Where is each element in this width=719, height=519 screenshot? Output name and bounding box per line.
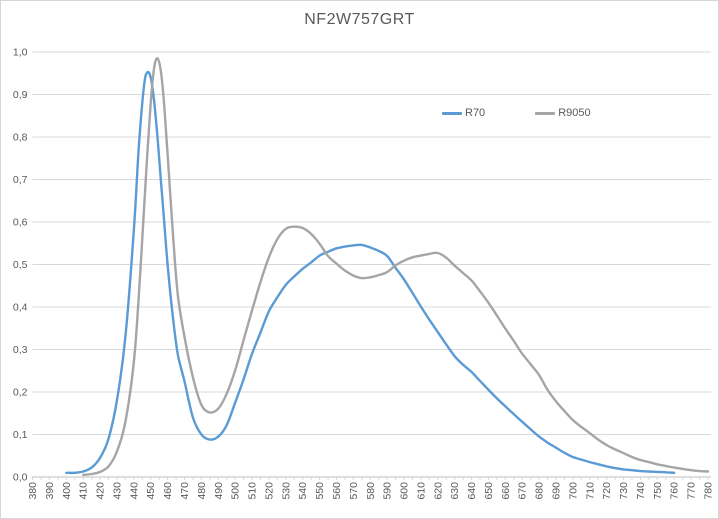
x-tick-label: 720 — [601, 482, 613, 500]
legend-item-r9050[interactable]: R9050 — [535, 107, 591, 119]
x-tick-label: 740 — [635, 482, 647, 500]
x-tick-label: 550 — [314, 482, 326, 500]
x-tick-label: 770 — [686, 482, 698, 500]
x-tick-label: 440 — [128, 482, 140, 500]
x-tick-label: 520 — [263, 482, 275, 500]
x-tick-label: 420 — [95, 482, 107, 500]
legend-label-r70: R70 — [465, 107, 486, 119]
chart-title: NF2W757GRT — [304, 11, 415, 28]
x-tick-label: 390 — [44, 482, 56, 500]
x-tick-label: 750 — [652, 482, 664, 500]
x-tick-label: 480 — [196, 482, 208, 500]
legend-swatch-r9050 — [535, 111, 556, 115]
x-tick-label: 500 — [230, 482, 242, 500]
x-tick-label: 530 — [280, 482, 292, 500]
y-tick-label: 0,0 — [13, 472, 28, 484]
x-tick-label: 380 — [27, 482, 39, 500]
x-tick-label: 640 — [466, 482, 478, 500]
x-tick-label: 540 — [297, 482, 309, 500]
y-tick-label: 0,6 — [13, 217, 28, 229]
x-tick-label: 630 — [449, 482, 461, 500]
y-tick-label: 0,7 — [13, 174, 28, 186]
x-tick-label: 760 — [669, 482, 681, 500]
x-tick-label: 620 — [432, 482, 444, 500]
legend: R70 R9050 — [442, 107, 591, 119]
series-line-r70[interactable] — [65, 70, 676, 475]
x-tick-label: 490 — [213, 482, 225, 500]
x-tick-label: 680 — [534, 482, 546, 500]
x-tick-label: 710 — [584, 482, 596, 500]
x-tick-label: 670 — [517, 482, 529, 500]
x-tick-label: 460 — [162, 482, 174, 500]
x-tick-label: 690 — [551, 482, 563, 500]
x-tick-label: 730 — [618, 482, 630, 500]
x-tick-label: 510 — [247, 482, 259, 500]
y-tick-label: 0,9 — [13, 89, 28, 101]
y-tick-label: 0,5 — [13, 259, 28, 271]
x-tick-label: 610 — [415, 482, 427, 500]
x-tick-label: 700 — [567, 482, 579, 500]
y-tick-label: 1,0 — [13, 47, 28, 59]
y-tick-label: 0,1 — [13, 429, 28, 441]
x-tick-label: 580 — [365, 482, 377, 500]
y-tick-label: 0,8 — [13, 132, 28, 144]
x-tick-label: 470 — [179, 482, 191, 500]
y-tick-label: 0,2 — [13, 387, 28, 399]
x-tick-label: 570 — [348, 482, 360, 500]
x-tick-label: 410 — [78, 482, 90, 500]
x-tick-label: 650 — [483, 482, 495, 500]
x-tick-label: 590 — [382, 482, 394, 500]
y-tick-label: 0,4 — [13, 302, 28, 314]
y-tick-label: 0,3 — [13, 344, 28, 356]
legend-label-r9050: R9050 — [558, 107, 591, 119]
series-line-r9050[interactable] — [82, 57, 710, 477]
x-tick-label: 780 — [703, 482, 715, 500]
x-tick-label: 660 — [500, 482, 512, 500]
x-tick-label: 400 — [61, 482, 73, 500]
legend-swatch-r70 — [442, 111, 462, 115]
legend-item-r70[interactable]: R70 — [442, 107, 485, 119]
x-tick-label: 560 — [331, 482, 343, 500]
x-tick-label: 430 — [111, 482, 123, 500]
x-tick-label: 450 — [145, 482, 157, 500]
x-tick-label: 600 — [399, 482, 411, 500]
